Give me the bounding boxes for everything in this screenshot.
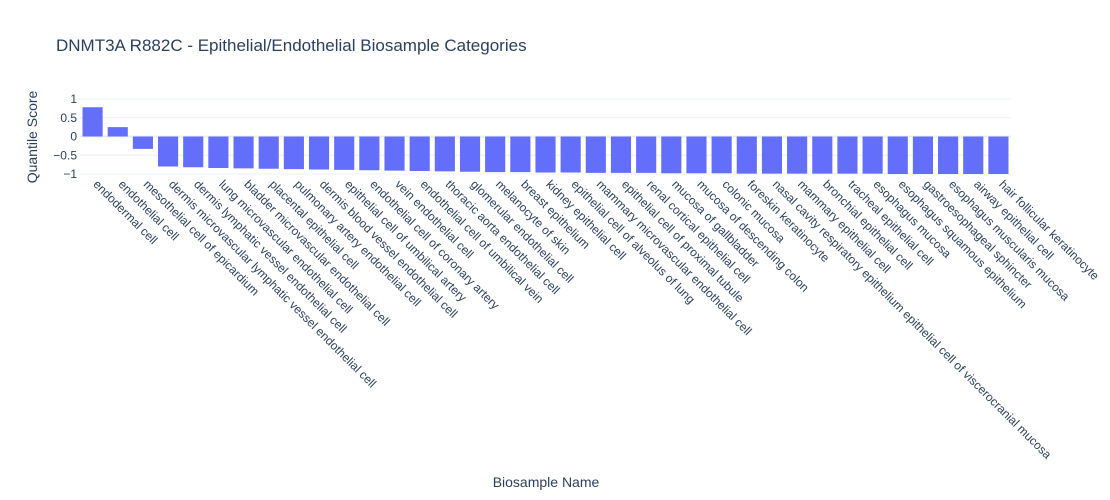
bar[interactable] <box>887 136 908 175</box>
bars <box>82 107 1009 175</box>
bar[interactable] <box>988 136 1009 175</box>
bar[interactable] <box>938 136 959 175</box>
bar[interactable] <box>787 136 808 174</box>
bar[interactable] <box>610 136 632 173</box>
bar[interactable] <box>510 136 531 173</box>
y-tick-label: −0.5 <box>53 148 77 162</box>
bar[interactable] <box>912 136 933 175</box>
bar[interactable] <box>233 136 254 169</box>
bar[interactable] <box>686 136 707 174</box>
bar[interactable] <box>434 136 455 172</box>
y-tick-label: −1 <box>63 167 77 181</box>
chart-title: DNMT3A R882C - Epithelial/Endothelial Bi… <box>56 36 527 55</box>
bar[interactable] <box>82 107 103 137</box>
bar[interactable] <box>132 136 153 149</box>
bar[interactable] <box>963 136 984 175</box>
bar[interactable] <box>334 136 355 170</box>
bar[interactable] <box>585 136 606 173</box>
bar[interactable] <box>459 136 481 172</box>
bar[interactable] <box>761 136 783 174</box>
bar[interactable] <box>158 136 179 167</box>
y-tick-label: 0 <box>70 130 77 144</box>
y-axis-ticks: 1 0.5 0 −0.5 −1 <box>53 92 77 181</box>
bar[interactable] <box>560 136 581 173</box>
bar[interactable] <box>711 136 732 174</box>
bar[interactable] <box>535 136 556 173</box>
y-tick-label: 1 <box>70 92 77 106</box>
bar[interactable] <box>359 136 380 171</box>
bar[interactable] <box>862 136 883 174</box>
bar[interactable] <box>837 136 858 174</box>
bar[interactable] <box>661 136 682 174</box>
bar[interactable] <box>107 127 128 137</box>
bar[interactable] <box>384 136 405 171</box>
bar[interactable] <box>208 136 229 169</box>
bar[interactable] <box>308 136 330 170</box>
bar[interactable] <box>183 136 204 168</box>
bar[interactable] <box>485 136 506 173</box>
bar[interactable] <box>812 136 833 174</box>
bar[interactable] <box>409 136 430 172</box>
bar[interactable] <box>258 136 279 169</box>
bar[interactable] <box>636 136 657 173</box>
y-axis-title: Quantile Score <box>24 90 40 183</box>
bar[interactable] <box>283 136 304 170</box>
bar[interactable] <box>736 136 757 174</box>
x-axis-title: Biosample Name <box>493 474 600 490</box>
y-tick-label: 0.5 <box>60 111 77 125</box>
